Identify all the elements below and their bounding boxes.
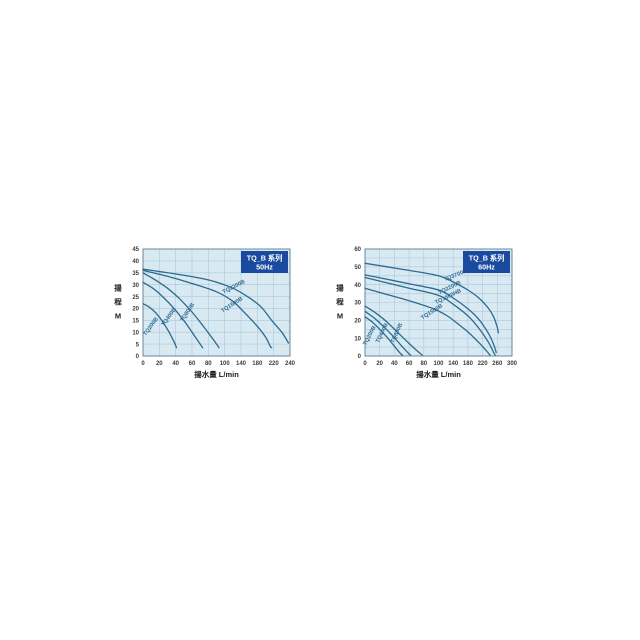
pump-curve-tq800b bbox=[364, 305, 423, 356]
chart-title-frequency: 50Hz bbox=[256, 263, 273, 272]
x-tick-label: 260 bbox=[492, 361, 503, 367]
y-tick-label: 0 bbox=[136, 354, 140, 360]
y-axis-title-char: 程 bbox=[114, 298, 122, 307]
x-tick-label: 80 bbox=[420, 361, 427, 367]
y-tick-label: 40 bbox=[354, 283, 361, 289]
pump-curve-tq200b bbox=[364, 316, 404, 356]
y-tick-label: 20 bbox=[354, 319, 361, 325]
x-tick-label: 20 bbox=[376, 361, 383, 367]
x-tick-label: 180 bbox=[463, 361, 474, 367]
y-tick-label: 30 bbox=[354, 301, 361, 307]
x-tick-label: 220 bbox=[269, 361, 280, 367]
pump-curve-tq400b bbox=[142, 281, 204, 349]
x-tick-label: 140 bbox=[236, 361, 247, 367]
x-axis-title: 揚水量 L/min bbox=[194, 369, 239, 379]
pump-curve-tq2200b bbox=[364, 274, 497, 354]
x-tick-label: 40 bbox=[172, 361, 179, 367]
x-tick-label: 0 bbox=[141, 361, 145, 367]
y-axis-title-char: 揚 bbox=[336, 283, 344, 293]
pump-curve-chart-50hz: TQ200B TQ400B TQ800B TQ1500B TQ2200B 0 20 40 60 8… bbox=[100, 241, 305, 384]
x-tick-label: 20 bbox=[156, 361, 163, 367]
plot-border bbox=[364, 248, 513, 357]
y-tick-label: 35 bbox=[132, 271, 139, 277]
y-tick-label: 45 bbox=[132, 247, 139, 253]
y-tick-label: 50 bbox=[354, 265, 361, 271]
x-tick-label: 100 bbox=[433, 361, 444, 367]
x-tick-label: 100 bbox=[220, 361, 231, 367]
pump-curve-tq200b bbox=[142, 303, 178, 349]
y-tick-label: 30 bbox=[132, 283, 139, 289]
plot-border bbox=[142, 248, 291, 357]
y-tick-label: 5 bbox=[136, 342, 140, 348]
y-axis-title-char: 揚 bbox=[114, 283, 122, 293]
y-tick-label: 10 bbox=[354, 336, 361, 342]
chart-title-box bbox=[241, 251, 288, 273]
y-tick-label: 25 bbox=[132, 295, 139, 301]
y-tick-label: 20 bbox=[132, 307, 139, 313]
y-tick-label: 0 bbox=[358, 354, 362, 360]
x-tick-label: 60 bbox=[406, 361, 413, 367]
pump-curve-tq1500hb bbox=[364, 276, 496, 356]
pump-curve-tq400b bbox=[364, 310, 412, 356]
y-tick-label: 15 bbox=[132, 319, 139, 325]
y-axis-title-char: M bbox=[337, 312, 343, 321]
x-tick-label: 140 bbox=[448, 361, 459, 367]
y-tick-label: 40 bbox=[132, 259, 139, 265]
y-axis-title-char: M bbox=[115, 312, 121, 321]
y-tick-label: 10 bbox=[132, 330, 139, 336]
pump-curve-tq3700b bbox=[364, 262, 500, 334]
x-tick-label: 180 bbox=[252, 361, 263, 367]
x-tick-label: 220 bbox=[478, 361, 489, 367]
x-tick-label: 80 bbox=[205, 361, 212, 367]
pump-curve-chart-60hz: TQ200B TQ400B TQ800B TQ1500B TQ1500HB TQ2200B… bbox=[322, 241, 532, 384]
x-axis-title: 揚水量 L/min bbox=[416, 369, 461, 379]
pump-curve-tq2200b bbox=[142, 268, 290, 344]
chart-title-frequency: 60Hz bbox=[478, 263, 495, 272]
chart-title-series: TQ_B 系列 bbox=[247, 254, 283, 263]
pump-curve-tq800b bbox=[142, 272, 220, 349]
y-axis-title-char: 程 bbox=[336, 298, 344, 307]
y-tick-label: 60 bbox=[354, 247, 361, 253]
x-tick-label: 60 bbox=[189, 361, 196, 367]
chart-title-box bbox=[463, 251, 510, 273]
x-tick-label: 240 bbox=[285, 361, 296, 367]
pump-curve-tq1500b bbox=[364, 287, 491, 356]
pump-curve-tq1500b bbox=[142, 269, 273, 349]
x-tick-label: 300 bbox=[507, 361, 518, 367]
chart-title-series: TQ_B 系列 bbox=[469, 254, 505, 263]
x-tick-label: 0 bbox=[363, 361, 367, 367]
x-tick-label: 40 bbox=[391, 361, 398, 367]
